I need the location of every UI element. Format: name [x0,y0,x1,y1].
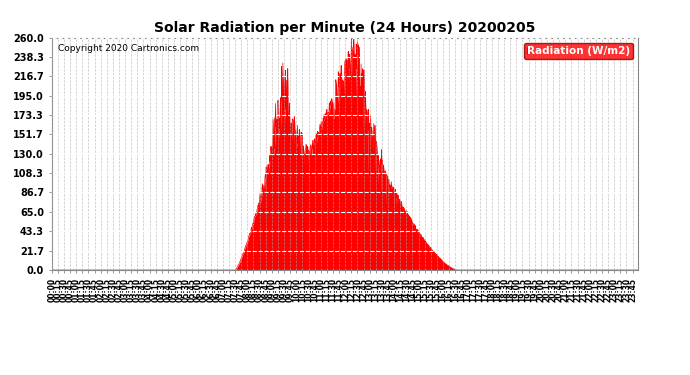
Title: Solar Radiation per Minute (24 Hours) 20200205: Solar Radiation per Minute (24 Hours) 20… [155,21,535,35]
Text: Copyright 2020 Cartronics.com: Copyright 2020 Cartronics.com [58,45,199,54]
Legend: Radiation (W/m2): Radiation (W/m2) [524,43,633,59]
